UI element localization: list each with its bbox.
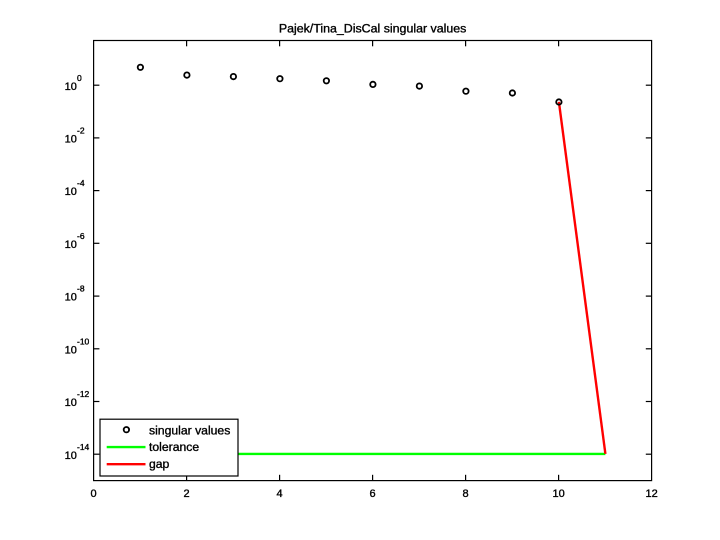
svg-text:12: 12 (645, 488, 657, 500)
svg-text:0: 0 (91, 488, 97, 500)
svg-text:10: 10 (65, 397, 77, 409)
svg-text:-6: -6 (77, 231, 85, 241)
svg-text:-4: -4 (77, 178, 85, 188)
svg-text:gap: gap (149, 457, 170, 471)
svg-text:2: 2 (184, 488, 190, 500)
svg-text:-8: -8 (77, 284, 85, 294)
svg-text:-2: -2 (77, 126, 85, 136)
svg-text:10: 10 (65, 81, 77, 93)
svg-text:8: 8 (463, 488, 469, 500)
svg-text:tolerance: tolerance (149, 440, 199, 454)
svg-text:10: 10 (65, 344, 77, 356)
svg-text:10: 10 (65, 450, 77, 462)
svg-text:10: 10 (65, 239, 77, 251)
svg-text:singular values: singular values (149, 423, 230, 437)
svg-text:6: 6 (370, 488, 376, 500)
svg-text:-14: -14 (77, 442, 90, 452)
svg-text:4: 4 (277, 488, 283, 500)
svg-text:-10: -10 (77, 336, 90, 346)
svg-text:0: 0 (77, 73, 82, 83)
svg-text:10: 10 (65, 134, 77, 146)
svg-text:10: 10 (65, 186, 77, 198)
svg-text:-12: -12 (77, 389, 90, 399)
svg-text:10: 10 (552, 488, 564, 500)
svg-text:Pajek/Tina_DisCal singular val: Pajek/Tina_DisCal singular values (279, 22, 467, 36)
svg-text:10: 10 (65, 292, 77, 304)
